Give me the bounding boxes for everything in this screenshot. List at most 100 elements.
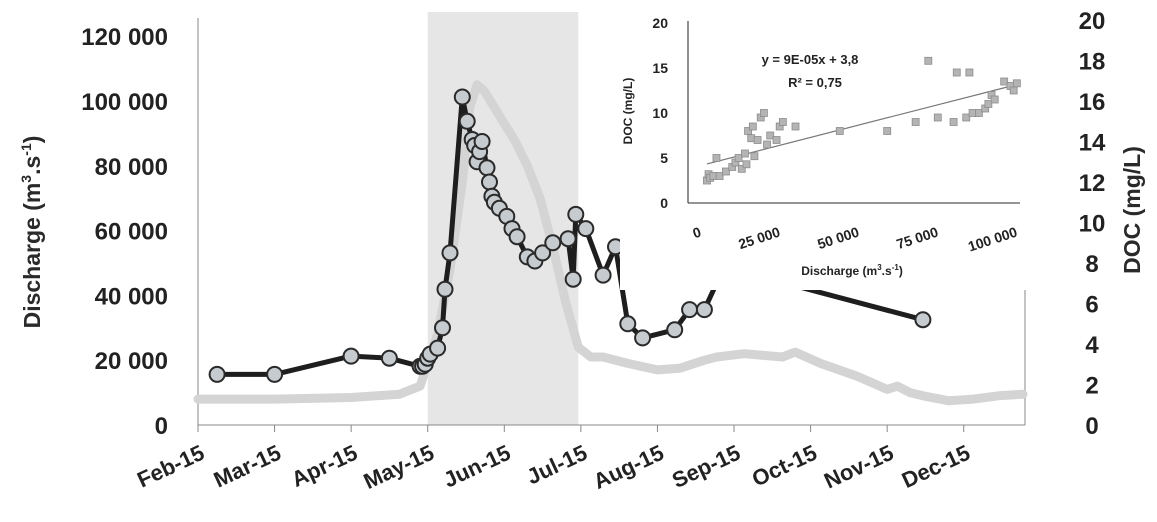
inset-r-squared: R² = 0,75: [788, 75, 842, 90]
inset-point: [778, 118, 787, 126]
y-tick-label-right: 12: [1079, 170, 1106, 197]
x-tick-label: Jun-15: [440, 440, 515, 493]
inset-points: [703, 56, 1021, 185]
doc-point: [441, 244, 459, 262]
y-tick-label-right: 2: [1085, 373, 1098, 400]
inset-y-axis-title: DOC (mg/L): [621, 78, 635, 145]
doc-point: [429, 339, 447, 357]
inset-background: [620, 8, 1038, 290]
doc-point: [342, 347, 360, 365]
inset-point: [741, 149, 749, 158]
y-tick-label-right: 6: [1085, 292, 1098, 319]
inset-point: [1000, 77, 1009, 86]
inset-point: [748, 122, 757, 131]
inset-point: [990, 95, 999, 104]
doc-point: [478, 159, 496, 177]
y-tick-label-left: 20 000: [95, 348, 168, 375]
inset-point: [952, 68, 961, 77]
inset-point: [734, 154, 743, 162]
doc-point: [577, 220, 595, 238]
y-tick-label-right: 16: [1079, 89, 1106, 116]
inset-y-tick-label: 5: [660, 150, 668, 166]
doc-point: [508, 228, 526, 246]
doc-point: [458, 112, 476, 130]
doc-point: [481, 173, 498, 191]
inset-y-tick-label: 0: [660, 195, 668, 211]
x-tick-label: Oct-15: [748, 440, 821, 492]
inset-y-tick-label: 10: [652, 105, 668, 121]
doc-point: [681, 301, 699, 319]
y-axis-title-left: Discharge (m3.s-1): [18, 136, 45, 329]
x-tick-label: Aug-15: [589, 440, 667, 494]
inset-point: [924, 56, 933, 65]
inset-point: [965, 68, 974, 77]
doc-point: [619, 315, 637, 333]
y-tick-label-left: 80 000: [95, 154, 168, 181]
doc-point: [208, 365, 226, 383]
y-tick-label-left: 100 000: [81, 89, 168, 116]
x-tick-label: Jul-15: [523, 440, 591, 490]
inset-point: [715, 172, 724, 180]
doc-point: [380, 349, 398, 367]
x-tick-label: Apr-15: [288, 440, 362, 492]
y-axis-title-right: DOC (mg/L): [1119, 146, 1145, 274]
x-tick-label: Sep-15: [668, 440, 744, 493]
x-tick-label: Nov-15: [820, 440, 897, 494]
doc-point: [436, 280, 454, 298]
doc-point: [266, 365, 284, 383]
y-tick-label-left: 40 000: [95, 283, 168, 310]
inset-x-axis-title: Discharge (m3.s-1): [801, 263, 903, 278]
y-tick-label-right: 8: [1085, 251, 1098, 278]
inset-point: [766, 131, 775, 140]
inset-point: [759, 109, 768, 117]
inset-point: [974, 109, 983, 117]
doc-point: [634, 329, 652, 347]
y-tick-label-right: 0: [1085, 413, 1098, 440]
doc-point: [453, 88, 471, 106]
y-tick-label-right: 14: [1079, 130, 1106, 157]
doc-point: [544, 234, 562, 252]
inset-point: [835, 127, 844, 135]
inset-point: [712, 154, 721, 162]
inset-point: [1009, 86, 1018, 95]
inset-equation: y = 9E-05x + 3,8: [762, 52, 859, 67]
inset-point: [722, 167, 730, 176]
inset-point: [984, 100, 993, 108]
inset-point: [791, 122, 800, 131]
y-tick-label-right: 4: [1085, 332, 1099, 359]
x-tick-label: May-15: [360, 440, 438, 494]
doc-point: [564, 270, 582, 288]
inset-point: [911, 118, 920, 126]
x-tick-label: Dec-15: [898, 440, 974, 493]
y-tick-label-left: 0: [155, 413, 168, 440]
x-tick-label: Feb-15: [133, 440, 208, 493]
y-tick-label-right: 20: [1079, 8, 1106, 35]
inset-trendline: [706, 84, 1014, 165]
doc-point: [594, 266, 612, 284]
inset-point: [962, 113, 971, 122]
doc-point: [666, 321, 684, 339]
doc-point: [534, 244, 552, 262]
doc-point: [695, 301, 713, 319]
x-tick-label: Mar-15: [210, 440, 285, 493]
y-tick-label-right: 18: [1079, 49, 1106, 76]
inset-point: [949, 118, 958, 126]
doc-point: [434, 319, 451, 337]
inset-point: [933, 113, 942, 122]
inset-point: [753, 136, 762, 144]
doc-point: [914, 311, 932, 329]
doc-point: [559, 230, 577, 248]
y-tick-label-right: 10: [1079, 211, 1106, 238]
inset-point: [772, 136, 781, 144]
inset-point: [763, 140, 771, 149]
inset-point: [737, 164, 746, 173]
inset-point: [742, 160, 751, 169]
inset-point: [1012, 79, 1021, 88]
y-tick-label-left: 60 000: [95, 219, 168, 246]
doc-point: [567, 205, 585, 223]
doc-point: [473, 133, 491, 150]
inset-point: [883, 127, 892, 135]
inset-y-tick-label: 15: [652, 60, 668, 76]
